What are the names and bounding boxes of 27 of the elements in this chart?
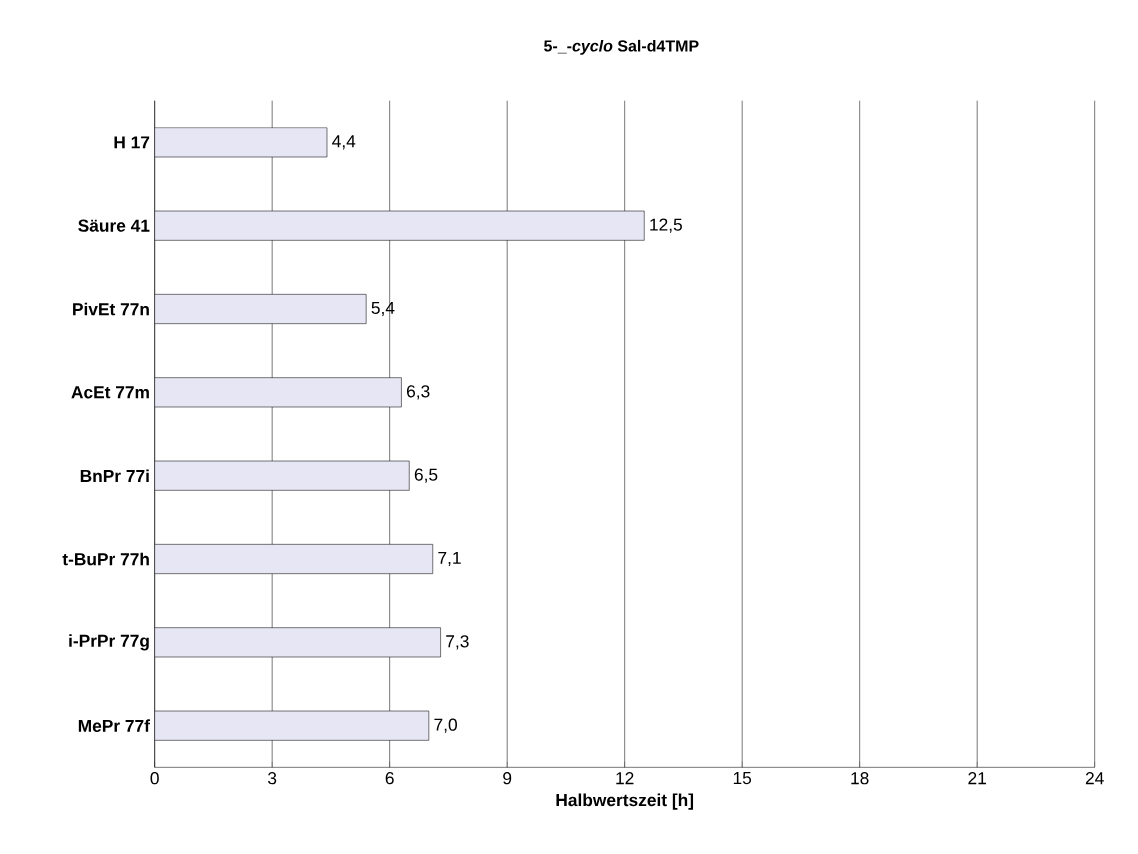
- y-tick-label: MePr 77f: [78, 719, 150, 733]
- data-label: 6,3: [407, 385, 430, 400]
- x-tick-label: 6: [385, 772, 394, 785]
- chart-title: 5-_-cyclo Sal-d4TMP: [544, 39, 699, 55]
- data-label: 7,3: [446, 635, 469, 650]
- y-tick-label: i-PrPr 77g: [69, 634, 149, 651]
- data-label: 4,4: [332, 135, 356, 150]
- x-tick-label: 15: [733, 772, 752, 785]
- x-tick-label: 21: [968, 772, 986, 785]
- y-tick-label: BnPr 77i: [80, 469, 149, 482]
- data-label: 5,4: [371, 301, 395, 317]
- x-tick-label: 18: [851, 772, 869, 785]
- data-label: 7,0: [434, 718, 457, 733]
- y-tick-label: PivEt 77n: [73, 302, 149, 316]
- x-tick-label: 9: [503, 772, 512, 785]
- data-label: 7,1: [438, 551, 461, 567]
- x-tick-label: 24: [1085, 772, 1104, 785]
- y-tick-label: Säure 41: [78, 219, 150, 232]
- y-tick-label: AcEt 77m: [71, 386, 149, 399]
- x-axis-title: Halbwertszeit [h]: [556, 793, 694, 810]
- y-tick-label: t-BuPr 77h: [62, 552, 149, 566]
- x-tick-label: 0: [150, 772, 159, 785]
- x-tick-label: 3: [268, 772, 277, 785]
- x-tick-label: 12: [616, 772, 634, 785]
- y-tick-label: H 17: [114, 136, 150, 149]
- data-label: 12,5: [650, 218, 682, 233]
- data-label: 6,5: [414, 468, 438, 483]
